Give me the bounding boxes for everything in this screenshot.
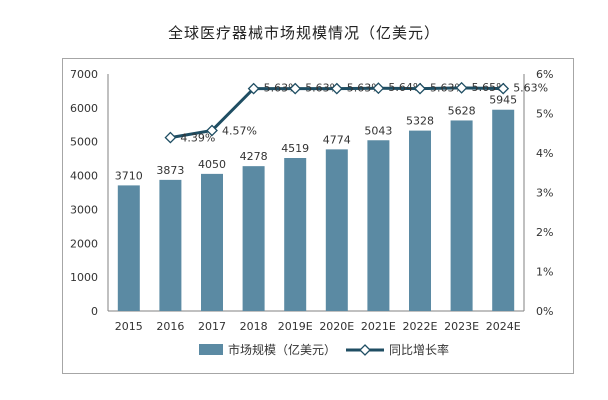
growth-rate-value-label: 5.64% <box>388 81 423 94</box>
growth-rate-marker-2022E <box>414 82 426 95</box>
legend-label-market-size: 市场规模（亿美元） <box>228 342 336 357</box>
bar-value-label: 4774 <box>323 133 351 146</box>
growth-rate-marker-2021E <box>372 82 385 95</box>
left-axis-tick-label: 1000 <box>70 271 98 284</box>
x-axis-tick-label: 2021E <box>361 320 396 333</box>
left-axis-tick-label: 3000 <box>70 203 98 216</box>
growth-rate-marker-2020E <box>330 82 343 95</box>
bar-2020E <box>325 149 348 311</box>
x-axis-tick-label: 2015 <box>115 320 143 333</box>
x-axis-tick-label: 2020E <box>319 320 354 333</box>
growth-rate-marker-2016 <box>164 131 177 144</box>
left-axis-tick-label: 6000 <box>70 102 98 115</box>
growth-rate-value-label: 4.39% <box>180 132 215 145</box>
left-axis-tick-label: 7000 <box>70 68 98 81</box>
growth-rate-value-label: 5.65% <box>472 81 507 94</box>
chart-frame <box>62 58 574 374</box>
x-axis-tick-label: 2019E <box>278 320 313 333</box>
growth-rate-marker-2023E <box>455 81 468 94</box>
bar-2018 <box>242 166 265 311</box>
bar-value-label: 3710 <box>115 169 143 182</box>
growth-rate-value-label: 5.63% <box>513 82 548 95</box>
bar-2023E <box>450 120 473 312</box>
left-axis-tick-label: 0 <box>91 305 98 318</box>
bar-value-label: 4278 <box>240 150 268 163</box>
bar-value-label: 5043 <box>364 124 392 137</box>
bar-value-label: 5628 <box>448 104 476 117</box>
growth-rate-marker-2019E <box>289 82 302 95</box>
legend-swatch-market-size <box>199 344 223 355</box>
bar-2015 <box>117 185 140 311</box>
bar-value-label: 5328 <box>406 115 434 128</box>
x-axis-tick-label: 2022E <box>403 320 438 333</box>
x-axis-tick-label: 2017 <box>198 320 226 333</box>
bar-2017 <box>201 173 223 311</box>
growth-rate-value-label: 5.63% <box>264 82 299 95</box>
x-axis-tick-label: 2024E <box>486 320 521 333</box>
left-axis-tick-label: 4000 <box>70 170 98 183</box>
bar-2019E <box>284 157 307 311</box>
growth-rate-marker-2017 <box>206 124 218 137</box>
left-axis-tick-label: 2000 <box>70 237 98 250</box>
growth-rate-marker-2024E <box>497 82 510 95</box>
bar-value-label: 4050 <box>198 158 226 171</box>
bar-value-label: 4519 <box>281 142 309 155</box>
growth-rate-value-label: 5.63% <box>305 82 340 95</box>
growth-rate-value-label: 5.63% <box>430 82 465 95</box>
right-axis-tick-label: 1% <box>536 266 553 279</box>
bar-value-label: 3873 <box>156 164 184 177</box>
left-axis-tick-label: 5000 <box>70 136 98 149</box>
bar-2016 <box>159 179 182 311</box>
bar-value-label: 5945 <box>489 94 517 107</box>
right-axis-tick-label: 2% <box>536 226 553 239</box>
growth-rate-value-label: 4.57% <box>222 124 257 137</box>
growth-rate-marker-2018 <box>247 82 260 95</box>
growth-rate-value-label: 5.63% <box>347 82 382 95</box>
bar-2022E <box>409 130 431 311</box>
right-axis-tick-label: 3% <box>536 187 553 200</box>
legend-label-growth-rate: 同比增长率 <box>389 342 449 357</box>
right-axis-tick-label: 5% <box>536 108 553 121</box>
legend-marker-growth-rate <box>359 344 371 356</box>
bar-2024E <box>492 109 515 311</box>
bar-2021E <box>367 140 390 311</box>
x-axis-tick-label: 2018 <box>240 320 268 333</box>
x-axis-tick-label: 2023E <box>444 320 479 333</box>
right-axis-tick-label: 6% <box>536 68 553 81</box>
x-axis-tick-label: 2016 <box>156 320 184 333</box>
chart-title: 全球医疗器械市场规模情况（亿美元） <box>167 24 440 42</box>
right-axis-tick-label: 0% <box>536 305 553 318</box>
right-axis-tick-label: 4% <box>536 147 553 160</box>
